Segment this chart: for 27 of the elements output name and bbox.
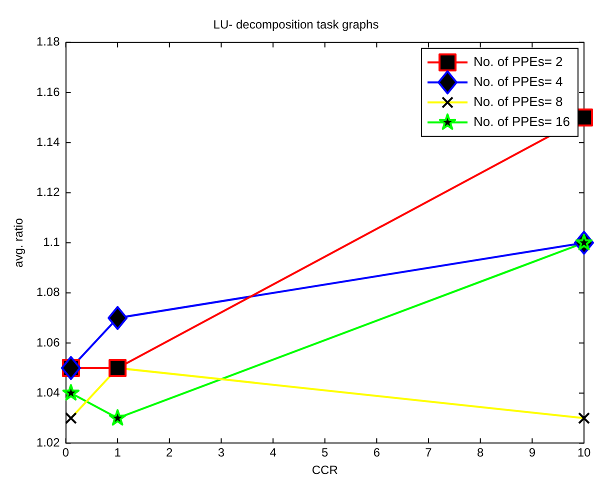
y-tick-label: 1.16 — [36, 84, 60, 99]
x-tick-label: 2 — [166, 446, 174, 460]
x-tick-label: 1 — [114, 446, 122, 460]
x-tick-label: 10 — [577, 446, 591, 460]
y-tick-label: 1.14 — [36, 134, 60, 149]
legend-label: No. of PPEs= 16 — [474, 114, 570, 129]
x-tick-label: 0 — [62, 446, 70, 460]
chart-title: LU- decomposition task graphs — [213, 18, 379, 32]
y-axis-title: avg. ratio — [12, 218, 26, 268]
x-tick-label: 4 — [270, 446, 277, 460]
legend-label: No. of PPEs= 8 — [474, 94, 563, 109]
x-axis-title: CCR — [312, 463, 338, 478]
y-tick-label: 1.06 — [36, 335, 60, 350]
x-tick-label: 8 — [477, 446, 484, 460]
y-tick-label: 1.18 — [36, 34, 60, 49]
legend-label: No. of PPEs= 4 — [474, 74, 563, 89]
y-tick-label: 1.12 — [36, 185, 60, 200]
y-tick-label: 1.02 — [36, 436, 60, 450]
x-tick-label: 5 — [322, 446, 329, 460]
y-tick-label: 1.08 — [36, 285, 60, 300]
x-tick-label: 9 — [528, 446, 536, 460]
x-tick-label: 7 — [425, 446, 432, 460]
y-tick-label: 1.1 — [43, 235, 60, 250]
x-tick-label: 3 — [218, 446, 225, 460]
x-tick-label: 6 — [373, 446, 380, 460]
legend-label: No. of PPEs= 2 — [474, 54, 563, 69]
y-tick-label: 1.04 — [36, 385, 60, 400]
